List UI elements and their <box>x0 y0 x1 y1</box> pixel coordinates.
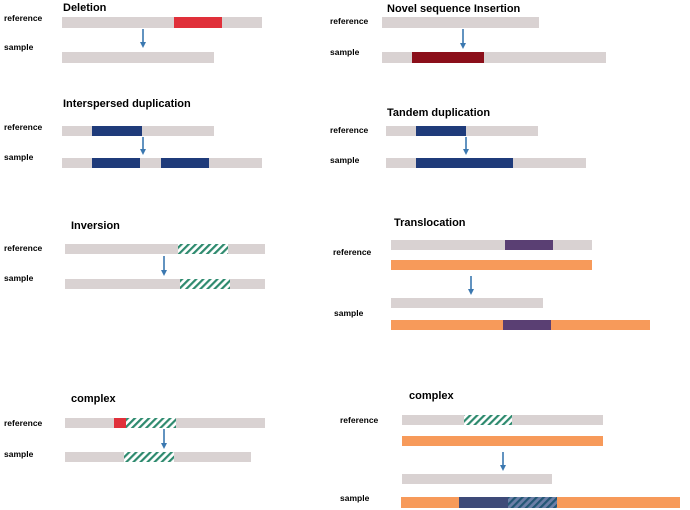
complex-right-reference-label: reference <box>340 415 379 425</box>
interspersed-sample-label: sample <box>4 152 34 162</box>
translocation-sample-segment <box>503 320 551 330</box>
complex-right-sample-label: sample <box>340 493 370 503</box>
interspersed-reference-label: reference <box>4 122 43 132</box>
deletion-sample-track <box>62 52 214 63</box>
tandem-duplication-panel <box>386 126 586 168</box>
deletion-title: Deletion <box>63 2 107 14</box>
complex-left-reference-deleted-segment <box>114 418 126 428</box>
translocation-panel <box>391 240 650 330</box>
deletion-panel <box>62 17 262 63</box>
tandem-sample-segment <box>416 158 513 168</box>
novel-insertion-sample-label: sample <box>330 47 360 57</box>
novel-insertion-reference-track <box>382 17 539 28</box>
complex-right-sample-inverted-hatch <box>508 497 557 508</box>
novel-insertion-inserted-segment <box>412 52 484 63</box>
tandem-reference-segment <box>416 126 466 136</box>
novel-insertion-title: Novel sequence Insertion <box>387 3 521 15</box>
novel-insertion-reference-label: reference <box>330 16 369 26</box>
translocation-sample-track-a <box>391 298 543 308</box>
deletion-reference-label: reference <box>4 13 43 23</box>
deletion-reference-track <box>62 17 262 28</box>
tandem-reference-label: reference <box>330 125 369 135</box>
tandem-sample-label: sample <box>330 155 360 165</box>
interspersed-duplication-title: Interspersed duplication <box>63 98 191 110</box>
novel-insertion-panel <box>382 17 606 63</box>
inversion-reference-label: reference <box>4 243 43 253</box>
complex-right-sample-track-a <box>402 474 552 484</box>
complex-right-reference-track-b <box>402 436 603 446</box>
tandem-duplication-title: Tandem duplication <box>387 107 491 119</box>
translocation-reference-segment <box>505 240 553 250</box>
complex-left-reference-label: reference <box>4 418 43 428</box>
complex-left-panel <box>65 418 265 462</box>
deletion-deleted-segment <box>174 17 222 28</box>
complex-left-reference-inverted-segment <box>126 418 176 428</box>
translocation-reference-track-b <box>391 260 592 270</box>
interspersed-reference-segment <box>92 126 142 136</box>
interspersed-sample-segment-original <box>92 158 140 168</box>
complex-right-panel <box>401 415 680 508</box>
inversion-reference-segment <box>178 244 228 254</box>
translocation-title: Translocation <box>394 217 466 229</box>
translocation-reference-track-a <box>391 240 592 250</box>
complex-left-sample-label: sample <box>4 449 34 459</box>
deletion-sample-label: sample <box>4 42 34 52</box>
inversion-sample-track <box>65 279 265 289</box>
complex-left-sample-inverted-segment <box>124 452 174 462</box>
interspersed-duplication-panel <box>62 126 262 168</box>
inversion-title: Inversion <box>71 220 120 232</box>
complex-left-title: complex <box>71 393 116 405</box>
inversion-sample-label: sample <box>4 273 34 283</box>
complex-right-title: complex <box>409 390 454 402</box>
complex-right-reference-inverted-segment <box>464 415 512 425</box>
novel-insertion-sample-track <box>382 52 606 63</box>
complex-right-sample-translocated-segment <box>459 497 508 508</box>
translocation-sample-label: sample <box>334 308 364 318</box>
interspersed-sample-segment-copy <box>161 158 209 168</box>
inversion-sample-segment <box>180 279 230 289</box>
translocation-reference-label: reference <box>333 247 372 257</box>
inversion-panel <box>65 244 265 289</box>
inversion-reference-track <box>65 244 265 254</box>
